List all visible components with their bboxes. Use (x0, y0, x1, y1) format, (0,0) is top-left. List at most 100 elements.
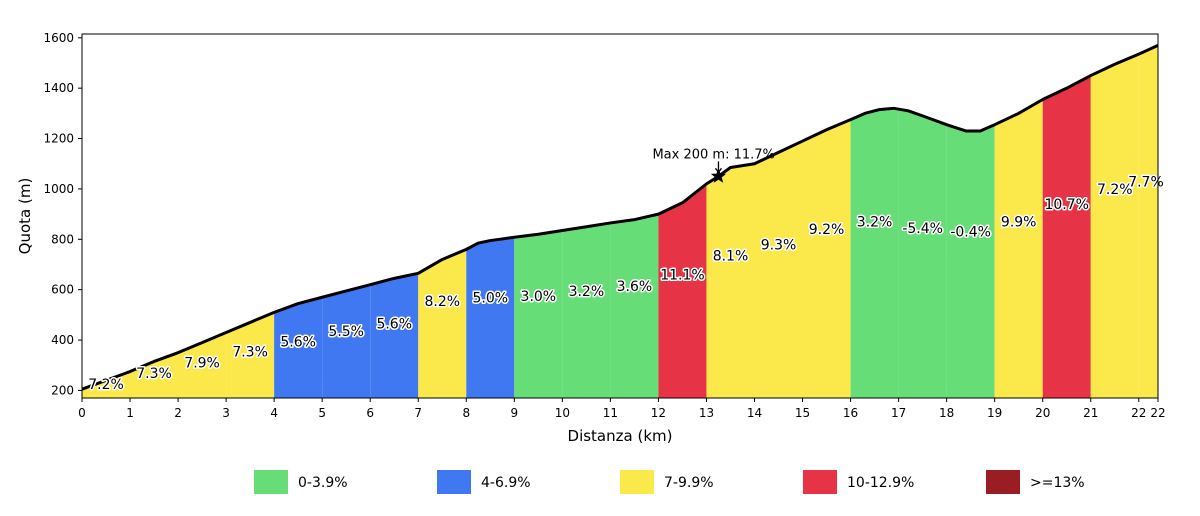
legend-label-3: 7-9.9% (664, 475, 714, 491)
y-axis: 200 400 600 800 1000 1200 1400 1600 (43, 31, 82, 397)
gradient-label-21: 10.7% (1044, 197, 1088, 213)
gradient-segment-12 (610, 214, 659, 398)
legend-label-2: 4-6.9% (481, 475, 531, 491)
gradient-label-12: 3.6% (617, 279, 653, 295)
x-tick-label: 11 (603, 406, 618, 420)
y-tick-label: 1000 (43, 182, 74, 196)
y-tick-label: 1400 (43, 81, 74, 95)
legend-label-5: >=13% (1030, 475, 1085, 491)
gradient-label-16: 9.2% (809, 222, 845, 238)
gradient-label-20: 9.9% (1001, 215, 1037, 231)
gradient-segment-10 (514, 230, 563, 398)
gradient-segment-15 (754, 141, 803, 398)
gradient-segment-5 (274, 297, 323, 398)
x-tick-label: 22 (1131, 406, 1146, 420)
gradient-segment-21 (1042, 75, 1091, 398)
legend: 0-3.9% 4-6.9% 7-9.9% 10-12.9% >=13% (254, 470, 1085, 494)
legend-label-4: 10-12.9% (847, 475, 914, 491)
gradient-label-9: 5.0% (473, 291, 509, 307)
x-tick-label: 18 (939, 406, 954, 420)
gradient-labels: 7.2% 7.3% 7.9% 7.3% 5.6% 5.5% 5.6% 8.2% 5.0% 3.0%… (87, 173, 1166, 395)
x-tick-label: 13 (699, 406, 714, 420)
gradient-label-19: -0.4% (950, 225, 991, 241)
gradient-segment-19 (946, 124, 995, 398)
gradient-label-5: 5.6% (280, 334, 316, 350)
gradient-label-13: 11.1% (660, 268, 704, 284)
gradient-segment-16 (802, 119, 851, 399)
y-axis-title: Quota (m) (16, 178, 34, 255)
x-tick-label: 17 (891, 406, 906, 420)
x-tick-label: 9 (511, 406, 519, 420)
y-tick-label: 800 (51, 232, 74, 246)
x-tick-label: 12 (651, 406, 666, 420)
gradient-label-23: 7.7% (1128, 174, 1164, 190)
x-axis: 0 1 2 3 4 5 6 7 8 9 10 11 12 13 14 15 16 17 18 19 20 21 22 22 (78, 398, 1166, 420)
gradient-segment-13 (658, 183, 707, 398)
gradient-segment-2 (130, 352, 179, 398)
y-tick-label: 1600 (43, 31, 74, 45)
gradient-segment-23 (1138, 45, 1158, 399)
x-tick-label: 7 (414, 406, 422, 420)
x-tick-label: 6 (366, 406, 374, 420)
gradient-label-4: 7.3% (232, 344, 268, 360)
x-tick-label: 16 (843, 406, 858, 420)
max-gradient-star-icon (710, 168, 727, 183)
gradient-label-10: 3.0% (521, 289, 557, 305)
legend-swatch-4 (803, 470, 837, 494)
gradient-segment-1 (82, 371, 131, 398)
x-axis-title: Distanza (km) (568, 427, 673, 445)
gradient-segments (82, 45, 1158, 399)
gradient-segment-8 (418, 249, 467, 398)
y-tick-label: 200 (51, 383, 74, 397)
legend-swatch-2 (437, 470, 471, 494)
x-tick-label: 0 (78, 406, 86, 420)
x-tick-label: 8 (462, 406, 470, 420)
x-tick-label: 19 (987, 406, 1002, 420)
x-tick-label: 3 (222, 406, 230, 420)
legend-swatch-1 (254, 470, 288, 494)
x-tick-label: 14 (747, 406, 762, 420)
legend-swatch-3 (620, 470, 654, 494)
gradient-segment-22 (1090, 54, 1139, 399)
x-tick-label: 5 (318, 406, 326, 420)
x-tick-label: 1 (126, 406, 134, 420)
legend-label-1: 0-3.9% (298, 475, 348, 491)
gradient-segment-11 (562, 222, 611, 398)
gradient-label-6: 5.5% (328, 324, 364, 340)
x-tick-label: 20 (1035, 406, 1050, 420)
gradient-label-22: 7.2% (1097, 182, 1133, 198)
gradient-segment-9 (466, 237, 515, 398)
x-tick-label: 10 (555, 406, 570, 420)
legend-swatch-5 (986, 470, 1020, 494)
plot-frame (81, 33, 1159, 399)
gradient-segment-18 (898, 109, 947, 399)
gradient-label-15: 9.3% (761, 237, 797, 253)
x-tick-label: 21 (1083, 406, 1098, 420)
x-tick-label: 2 (174, 406, 182, 420)
gradient-label-11: 3.2% (569, 284, 605, 300)
gradient-label-3: 7.9% (184, 356, 220, 372)
x-tick-label: 4 (270, 406, 278, 420)
gradient-label-1: 7.2% (88, 377, 124, 393)
gradient-segment-20 (994, 99, 1043, 399)
gradient-segment-6 (322, 284, 371, 398)
y-tick-label: 1200 (43, 132, 74, 146)
gradient-label-7: 5.6% (376, 317, 412, 333)
y-tick-label: 400 (51, 333, 74, 347)
gradient-label-14: 8.1% (713, 249, 749, 265)
gradient-segment-4 (226, 312, 275, 398)
gradient-segment-14 (706, 163, 755, 398)
gradient-label-18: -5.4% (902, 221, 943, 237)
gradient-label-8: 8.2% (424, 294, 460, 310)
elevation-profile-line (81, 43, 1159, 391)
max-gradient-annotation: Max 200 m: 11.7% (652, 147, 774, 162)
gradient-segment-7 (370, 273, 419, 398)
y-tick-label: 600 (51, 283, 74, 297)
max-gradient-marker: Max 200 m: 11.7% (652, 147, 775, 183)
gradient-label-2: 7.3% (136, 366, 172, 382)
gradient-segment-17 (850, 108, 899, 398)
gradient-label-17: 3.2% (857, 215, 893, 231)
x-tick-label: 15 (795, 406, 810, 420)
x-tick-label: 22 (1150, 406, 1165, 420)
